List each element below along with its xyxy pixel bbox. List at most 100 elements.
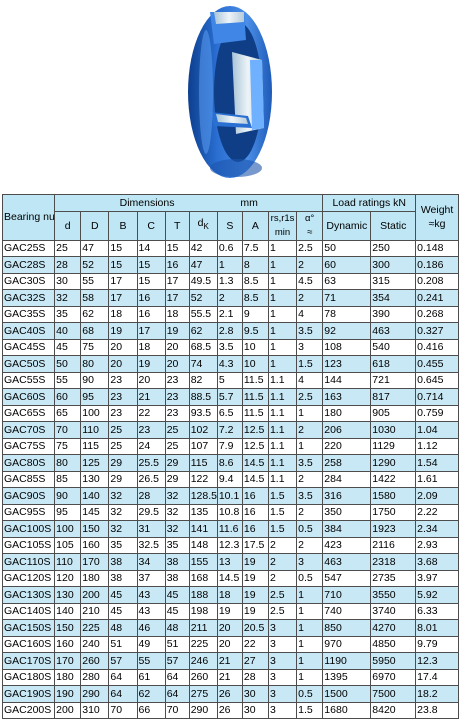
cell-T: 38: [164, 553, 190, 571]
cell-B: 38: [108, 553, 138, 571]
cell-weight: 1.54: [415, 454, 459, 472]
cell-bearing-number: GAC80S: [1, 454, 56, 472]
cell-alpha: 2.5: [296, 239, 324, 257]
cell-D: 55: [80, 272, 110, 290]
cell-T: 23: [164, 404, 190, 422]
cell-T: 57: [164, 652, 190, 670]
cell-C: 14: [136, 239, 166, 257]
cell-bearing-number: GAC55S: [1, 371, 56, 389]
cell-S: 6.5: [216, 404, 243, 422]
cell-weight: 0.714: [415, 388, 459, 406]
cell-static: 1750: [370, 503, 417, 521]
cell-S: 8.6: [216, 454, 243, 472]
cell-alpha: 1: [296, 404, 324, 422]
cell-d: 25: [54, 239, 82, 257]
cell-bearing-number: GAC60S: [1, 388, 56, 406]
cell-rs: 1: [267, 272, 298, 290]
cell-alpha: 2: [296, 470, 324, 488]
cell-alpha: 2: [296, 421, 324, 439]
cell-bearing-number: GAC25S: [1, 239, 56, 257]
table-row: GAC95S 95 145 32 29.5 32 135 10.8 16 1.5 2 350 1750 2…: [1, 503, 459, 521]
cell-D: 140: [80, 487, 110, 505]
col-dynamic: Dynamic: [322, 210, 372, 241]
cell-weight: 3.97: [415, 569, 459, 587]
cell-dynamic: 1500: [322, 685, 372, 703]
cell-bearing-number: GAC95S: [1, 503, 56, 521]
cell-A: 8.5: [241, 289, 269, 307]
cell-dk: 115: [188, 454, 218, 472]
cell-A: 19: [241, 586, 269, 604]
table-row: GAC170S 170 260 57 55 57 246 21 27 3 1 1190 5950 12.3: [1, 652, 459, 670]
cell-S: 2.8: [216, 322, 243, 340]
cell-alpha: 1: [296, 437, 324, 455]
cell-B: 23: [108, 404, 138, 422]
cell-alpha: 1: [296, 619, 324, 637]
cell-dynamic: 108: [322, 338, 372, 356]
cell-weight: 1.61: [415, 470, 459, 488]
cell-dynamic: 63: [322, 272, 372, 290]
cell-d: 32: [54, 289, 82, 307]
cell-weight: 0.268: [415, 305, 459, 323]
cell-T: 23: [164, 388, 190, 406]
cell-alpha: 0.5: [296, 685, 324, 703]
cell-T: 45: [164, 602, 190, 620]
cell-dk: 168: [188, 569, 218, 587]
cell-B: 64: [108, 685, 138, 703]
cell-bearing-number: GAC190S: [1, 685, 56, 703]
cell-B: 15: [108, 239, 138, 257]
table-row: GAC120S 120 180 38 37 38 168 14.5 19 2 0.5 547 2735 3…: [1, 569, 459, 587]
table-row: GAC100S 100 150 32 31 32 141 11.6 16 1.5 0.5 384 192…: [1, 520, 459, 538]
cell-bearing-number: GAC30S: [1, 272, 56, 290]
cell-d: 170: [54, 652, 82, 670]
cell-dynamic: 1190: [322, 652, 372, 670]
table-row: GAC130S 130 200 45 43 45 188 18 19 2.5 1 710 3550 5.9…: [1, 586, 459, 604]
cell-T: 25: [164, 437, 190, 455]
cell-weight: 0.241: [415, 289, 459, 307]
cell-dynamic: 123: [322, 355, 372, 373]
cell-static: 540: [370, 338, 417, 356]
cell-D: 200: [80, 586, 110, 604]
cell-d: 120: [54, 569, 82, 587]
cell-S: 2: [216, 289, 243, 307]
cell-A: 11.5: [241, 388, 269, 406]
weight-header: Weight ≈kg: [415, 194, 459, 241]
cell-D: 150: [80, 520, 110, 538]
cell-rs: 1.1: [267, 421, 298, 439]
cell-A: 20.5: [241, 619, 269, 637]
cell-dk: 155: [188, 553, 218, 571]
table-row: GAC60S 60 95 23 21 23 88.5 5.7 11.5 1.1 2.5 163 817 0…: [1, 388, 459, 406]
cell-alpha: 1.5: [296, 355, 324, 373]
cell-alpha: 1: [296, 668, 324, 686]
cell-D: 225: [80, 619, 110, 637]
cell-B: 15: [108, 256, 138, 274]
cell-B: 32: [108, 503, 138, 521]
cell-C: 62: [136, 685, 166, 703]
cell-T: 18: [164, 305, 190, 323]
cell-d: 70: [54, 421, 82, 439]
cell-A: 10: [241, 338, 269, 356]
cell-A: 30: [241, 701, 269, 719]
cell-A: 8.5: [241, 272, 269, 290]
cell-D: 90: [80, 371, 110, 389]
cell-dynamic: 970: [322, 635, 372, 653]
cell-dk: 42: [188, 239, 218, 257]
cell-weight: 1.04: [415, 421, 459, 439]
cell-B: 64: [108, 668, 138, 686]
cell-weight: 2.22: [415, 503, 459, 521]
cell-T: 38: [164, 569, 190, 587]
cell-dynamic: 206: [322, 421, 372, 439]
cell-rs: 1: [267, 289, 298, 307]
cell-weight: 0.455: [415, 355, 459, 373]
cell-d: 110: [54, 553, 82, 571]
cell-dynamic: 423: [322, 536, 372, 554]
cell-dk: 74: [188, 355, 218, 373]
table-row: GAC40S 40 68 19 17 19 62 2.8 9.5 1 3.5 92 463 0.327: [1, 322, 459, 340]
cell-bearing-number: GAC85S: [1, 470, 56, 488]
cell-static: 721: [370, 371, 417, 389]
cell-D: 240: [80, 635, 110, 653]
cell-d: 90: [54, 487, 82, 505]
cell-A: 16: [241, 503, 269, 521]
cell-C: 19: [136, 355, 166, 373]
cell-T: 19: [164, 322, 190, 340]
cell-B: 25: [108, 437, 138, 455]
